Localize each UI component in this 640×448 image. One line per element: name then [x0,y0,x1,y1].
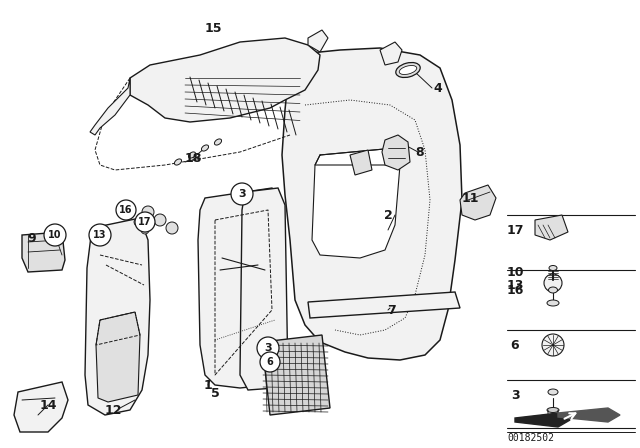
Ellipse shape [214,139,221,145]
Text: 18: 18 [184,151,202,164]
Ellipse shape [396,63,420,78]
Text: 10: 10 [48,230,61,240]
Text: 1: 1 [204,379,212,392]
Polygon shape [85,218,150,415]
Ellipse shape [549,266,557,271]
Circle shape [544,274,562,292]
Text: 16: 16 [119,205,132,215]
Circle shape [142,206,154,218]
Ellipse shape [548,287,557,293]
Ellipse shape [547,408,559,413]
Polygon shape [350,150,372,175]
Polygon shape [240,188,288,390]
Circle shape [135,212,155,232]
Ellipse shape [175,159,182,165]
Circle shape [89,224,111,246]
Text: 9: 9 [28,232,36,245]
Circle shape [231,183,253,205]
Text: 00182502: 00182502 [507,433,554,443]
Polygon shape [308,30,328,52]
Polygon shape [14,382,68,432]
Circle shape [257,337,279,359]
Polygon shape [90,78,130,135]
Polygon shape [262,335,330,415]
Text: 16: 16 [506,284,524,297]
Circle shape [542,334,564,356]
Polygon shape [535,215,568,240]
Polygon shape [382,135,410,170]
Text: 6: 6 [267,357,273,367]
Text: 13: 13 [93,230,107,240]
Ellipse shape [399,65,417,74]
Text: 17: 17 [138,217,152,227]
Polygon shape [312,148,400,258]
Text: 4: 4 [434,82,442,95]
Text: 7: 7 [388,303,396,316]
Polygon shape [198,188,282,388]
Text: 2: 2 [383,208,392,221]
Polygon shape [515,413,570,427]
Text: 10: 10 [506,266,524,279]
Text: 3: 3 [511,388,519,401]
Text: 13: 13 [506,279,524,292]
Text: 3: 3 [264,343,272,353]
Circle shape [134,218,142,226]
Circle shape [141,226,149,234]
Ellipse shape [547,300,559,306]
Text: 17: 17 [506,224,524,237]
Text: 6: 6 [511,339,519,352]
Text: 15: 15 [204,22,221,34]
Polygon shape [558,408,620,422]
Text: 5: 5 [211,387,220,400]
Polygon shape [380,42,402,65]
Text: 14: 14 [39,399,57,412]
Text: 11: 11 [461,191,479,204]
Polygon shape [308,292,460,318]
Polygon shape [460,185,496,220]
Polygon shape [130,38,320,122]
Text: 3: 3 [238,189,246,199]
Circle shape [44,224,66,246]
Polygon shape [282,48,462,360]
Circle shape [260,352,280,372]
Polygon shape [96,312,140,402]
Circle shape [154,214,166,226]
Ellipse shape [188,152,196,158]
Circle shape [116,200,136,220]
Polygon shape [22,232,65,272]
Circle shape [166,222,178,234]
Ellipse shape [548,389,558,395]
Text: 12: 12 [104,404,122,417]
Text: 8: 8 [416,146,424,159]
Ellipse shape [202,145,209,151]
